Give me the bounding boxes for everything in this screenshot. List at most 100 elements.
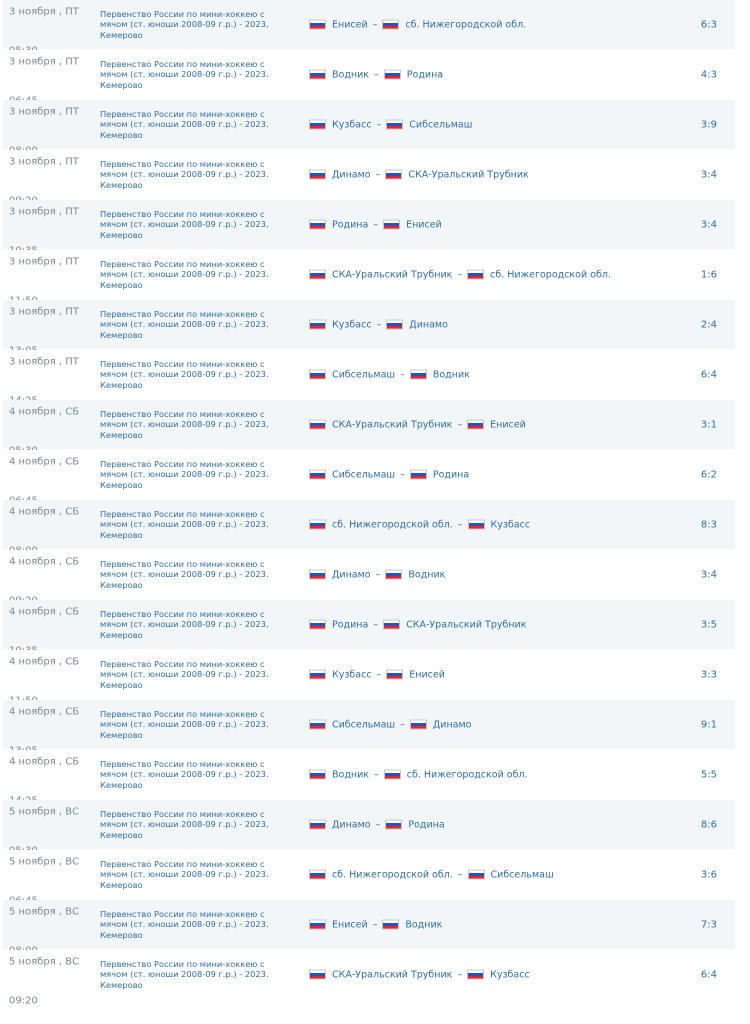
match-score-link[interactable]: 8:3 [700,519,717,530]
home-team-link[interactable]: Кузбасс [332,119,372,130]
home-team-link[interactable]: Родина [332,219,369,230]
away-team-link[interactable]: Родина [408,819,445,830]
match-score-link[interactable]: 3:4 [700,169,717,180]
tournament-link[interactable]: Первенство России по мини-хоккею с мячом… [100,458,269,490]
tournament-link[interactable]: Первенство России по мини-хоккею с мячом… [100,108,269,140]
away-team-link[interactable]: Сибсельмаш [490,869,554,880]
away-team-link[interactable]: Водник [408,569,446,580]
tournament-link[interactable]: Первенство России по мини-хоккею с мячом… [100,158,269,190]
away-team-link[interactable]: Динамо [432,719,472,730]
tournament-link[interactable]: Первенство России по мини-хоккею с мячом… [100,508,269,540]
russia-flag-icon [467,419,485,430]
match-row: 4 ноября , СБ 11:50 Первенство России по… [3,650,735,706]
match-score-link[interactable]: 4:3 [700,69,717,80]
home-team-link[interactable]: Динамо [332,569,371,580]
match-score-link[interactable]: 5:5 [700,769,717,780]
russia-flag-icon [383,69,401,80]
away-team-link[interactable]: СКА-Уральский Трубник [408,169,529,180]
tournament-link[interactable]: Первенство России по мини-хоккею с мячом… [100,758,269,790]
match-teams: Сибсельмаш – Динамо [309,719,471,730]
home-team-link[interactable]: Кузбасс [332,669,372,680]
tournament-link[interactable]: Первенство России по мини-хоккею с мячом… [100,258,269,290]
away-team-link[interactable]: сб. Нижегородской обл. [405,19,527,30]
home-team-link[interactable]: Енисей [332,19,368,30]
home-team-link[interactable]: Сибсельмаш [332,469,396,480]
tournament-link[interactable]: Первенство России по мини-хоккею с мячом… [100,658,269,690]
away-team-link[interactable]: Водник [432,369,470,380]
away-team-link[interactable]: Динамо [409,319,448,330]
match-score-link[interactable]: 9:1 [700,719,717,730]
match-score-link[interactable]: 3:4 [700,219,717,230]
away-team-link[interactable]: Кузбасс [490,969,530,980]
home-team-link[interactable]: Сибсельмаш [332,369,396,380]
russia-flag-icon [309,569,326,580]
tournament-link[interactable]: Первенство России по мини-хоккею с мячом… [100,208,269,240]
russia-flag-icon [467,269,485,280]
away-team-link[interactable]: Родина [406,69,444,80]
tournament-link[interactable]: Первенство России по мини-хоккею с мячом… [100,908,269,940]
away-team-link[interactable]: Родина [432,469,470,480]
home-team-link[interactable]: Водник [332,769,370,780]
match-score-link[interactable]: 7:3 [700,919,717,930]
match-score-link[interactable]: 1:6 [700,269,717,280]
tournament-link[interactable]: Первенство России по мини-хоккею с мячом… [100,308,269,340]
match-score-link[interactable]: 3:6 [700,869,717,880]
home-team-link[interactable]: СКА-Уральский Трубник [332,419,453,430]
match-row: 5 ноября , ВС 09:20 Первенство России по… [3,950,735,1006]
home-team-link[interactable]: Динамо [332,169,371,180]
match-score-link[interactable]: 3:9 [700,119,717,130]
tournament-link[interactable]: Первенство России по мини-хоккею с мячом… [100,58,269,90]
match-score-link[interactable]: 8:6 [700,819,717,830]
home-team-link[interactable]: СКА-Уральский Трубник [332,969,453,980]
russia-flag-icon [383,769,401,780]
match-row: 5 ноября , ВС 06:45 Первенство России по… [3,850,735,906]
away-team-link[interactable]: Сибсельмаш [409,119,473,130]
russia-flag-icon [309,819,326,830]
match-teams: Родина – СКА-Уральский Трубник [309,619,526,630]
team-separator: – [400,469,405,480]
away-team-link[interactable]: Кузбасс [490,519,531,530]
match-teams: Сибсельмаш – Водник [309,369,470,380]
away-team-link[interactable]: Водник [405,919,443,930]
home-team-link[interactable]: Кузбасс [332,319,372,330]
away-team-link[interactable]: Енисей [409,669,445,680]
tournament-link[interactable]: Первенство России по мини-хоккею с мячом… [100,558,269,590]
away-team-link[interactable]: СКА-Уральский Трубник [406,619,527,630]
tournament-link[interactable]: Первенство России по мини-хоккею с мячом… [100,858,269,890]
match-score-link[interactable]: 3:1 [700,419,717,430]
home-team-link[interactable]: Енисей [332,919,368,930]
match-score-link[interactable]: 6:3 [700,19,717,30]
match-score-link[interactable]: 6:2 [700,469,717,480]
match-score-link[interactable]: 2:4 [700,319,717,330]
away-team-link[interactable]: Енисей [490,419,526,430]
match-score-link[interactable]: 3:4 [700,569,717,580]
match-schedule: 3 ноября , ПТ 05:30 Первенство России по… [3,0,735,1006]
home-team-link[interactable]: Сибсельмаш [332,719,396,730]
match-score-link[interactable]: 3:3 [700,669,717,680]
home-team-link[interactable]: сб. Нижегородской обл. [332,519,453,530]
away-team-link[interactable]: сб. Нижегородской обл. [406,769,528,780]
russia-flag-icon [309,169,326,180]
match-date: 5 ноября , ВС [9,806,80,817]
tournament-link[interactable]: Первенство России по мини-хоккею с мячом… [100,608,269,640]
match-score-link[interactable]: 3:5 [700,619,717,630]
home-team-link[interactable]: СКА-Уральский Трубник [332,269,453,280]
away-team-link[interactable]: сб. Нижегородской обл. [490,269,611,280]
tournament-link[interactable]: Первенство России по мини-хоккею с мячом… [100,408,269,440]
match-teams: СКА-Уральский Трубник – Енисей [309,419,526,430]
tournament-link[interactable]: Первенство России по мини-хоккею с мячом… [100,808,269,840]
home-team-link[interactable]: Водник [332,69,370,80]
tournament-link[interactable]: Первенство России по мини-хоккею с мячом… [100,958,269,990]
match-score-link[interactable]: 6:4 [700,969,717,980]
match-date: 4 ноября , СБ [9,706,80,717]
tournament-link[interactable]: Первенство России по мини-хоккею с мячом… [100,358,269,390]
tournament-link[interactable]: Первенство России по мини-хоккею с мячом… [100,8,269,40]
match-score-link[interactable]: 6:4 [700,369,717,380]
home-team-link[interactable]: Динамо [332,819,371,830]
match-row: 3 ноября , ПТ 08:00 Первенство России по… [3,100,735,156]
home-team-link[interactable]: Родина [332,619,369,630]
russia-flag-icon [309,969,326,980]
away-team-link[interactable]: Енисей [406,219,442,230]
home-team-link[interactable]: сб. Нижегородской обл. [332,869,453,880]
tournament-link[interactable]: Первенство России по мини-хоккею с мячом… [100,708,269,740]
